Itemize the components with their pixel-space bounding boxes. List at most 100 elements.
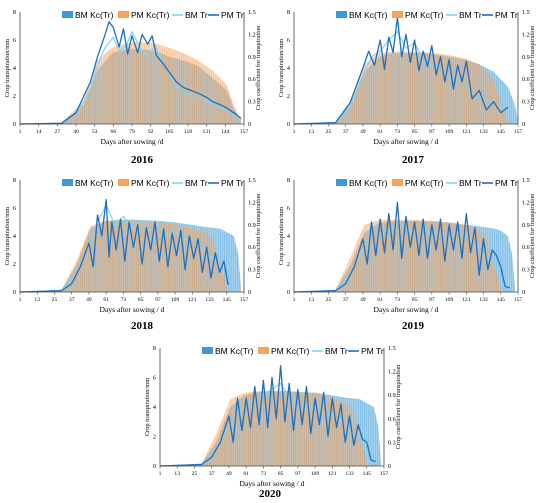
x-tick-label: 145 xyxy=(497,297,506,303)
y2-tick-label: 0.9 xyxy=(522,222,530,229)
y-tick-label: 8 xyxy=(153,345,156,352)
legend-label: PM Kc(Tr) xyxy=(405,10,444,20)
y2-tick-label: 0.6 xyxy=(522,244,530,251)
x-tick-label: 37 xyxy=(343,297,349,303)
x-tick-label: 131 xyxy=(202,129,211,135)
y-tick-label: 0 xyxy=(287,289,290,296)
x-tick-label: 121 xyxy=(188,297,197,303)
x-tick-label: 1 xyxy=(19,129,22,135)
y2-tick-label: 0.6 xyxy=(522,76,530,83)
legend-swatch xyxy=(392,179,403,186)
legend-label: BM Tr xyxy=(459,178,482,188)
y2-tick-label: 1.2 xyxy=(522,31,530,38)
legend-swatch xyxy=(62,11,73,18)
x-tick-label: 118 xyxy=(184,129,192,135)
legend-label: BM Tr xyxy=(185,10,208,20)
x-tick-label: 145 xyxy=(223,297,232,303)
series-line-pm-tr xyxy=(19,198,229,293)
x-tick-label: 73 xyxy=(121,297,127,303)
y2-tick-label: 0.9 xyxy=(522,54,530,61)
x-tick-label: 157 xyxy=(240,129,249,135)
legend-label: BM Kc(Tr) xyxy=(349,10,388,20)
series-hatch-pm-kc-tr- xyxy=(336,51,508,124)
y2-axis-label: Crop coefficient for transpiration xyxy=(529,25,536,110)
x-tick-label: 13 xyxy=(308,297,314,303)
chart-panel-2016: 1 14 27 40 53 66 79 92 105 118 131 144 1570246800.30… xyxy=(4,9,262,166)
legend-label: PM Kc(Tr) xyxy=(131,178,170,188)
legend-label: BM Kc(Tr) xyxy=(349,178,388,188)
y-tick-label: 6 xyxy=(287,205,290,212)
x-tick-label: 40 xyxy=(73,129,79,135)
x-tick-label: 66 xyxy=(111,129,117,135)
x-tick-label: 92 xyxy=(148,129,154,135)
x-axis-label: Days after sowing / d xyxy=(100,305,165,314)
legend-label: PM Kc(Tr) xyxy=(405,178,444,188)
y2-tick-label: 1.5 xyxy=(248,177,256,184)
legend-swatch xyxy=(62,179,73,186)
y-tick-label: 8 xyxy=(13,177,16,184)
y2-tick-label: 0 xyxy=(522,289,525,296)
x-tick-label: 144 xyxy=(221,129,230,135)
legend-label: PM Tr xyxy=(361,346,384,356)
y2-tick-label: 1.2 xyxy=(248,31,256,38)
y-tick-label: 6 xyxy=(13,37,16,44)
x-axis-label: Days after sowing / d xyxy=(240,479,305,488)
y-axis-label: Crop transpiration/mm xyxy=(144,378,151,436)
x-tick-label: 1 xyxy=(19,297,22,303)
x-tick-label: 97 xyxy=(429,297,435,303)
series-line-bm-tr xyxy=(293,221,509,293)
x-tick-label: 157 xyxy=(380,471,389,477)
y2-axis-label: Crop coefficient for transpiration xyxy=(255,193,262,278)
x-axis-label: Days after sowing /d xyxy=(100,137,163,146)
x-tick-label: 25 xyxy=(326,297,332,303)
legend-label: PM Tr xyxy=(495,178,518,188)
legend-label: BM Tr xyxy=(325,346,348,356)
y-tick-label: 8 xyxy=(287,177,290,184)
x-tick-label: 105 xyxy=(165,129,174,135)
legend-label: PM Tr xyxy=(495,10,518,20)
x-tick-label: 13 xyxy=(34,297,40,303)
y-tick-label: 6 xyxy=(153,375,156,382)
y2-tick-label: 1.2 xyxy=(522,199,530,206)
y2-tick-label: 0.9 xyxy=(248,54,256,61)
y-tick-label: 6 xyxy=(13,205,16,212)
y-tick-label: 0 xyxy=(13,289,16,296)
y-axis-label: Crop transpiration/mm xyxy=(4,207,11,265)
x-tick-label: 73 xyxy=(395,297,401,303)
chart-panel-2019: 1 13 25 37 49 61 73 85 97 109 121 133 145 1570246800.… xyxy=(278,177,536,332)
x-tick-label: 1 xyxy=(159,471,162,477)
y-tick-label: 2 xyxy=(287,93,290,100)
legend-label: BM Kc(Tr) xyxy=(75,178,114,188)
chart-title: 2019 xyxy=(402,320,425,332)
legend-label: BM Kc(Tr) xyxy=(75,10,114,20)
y-tick-label: 2 xyxy=(287,261,290,268)
x-tick-label: 25 xyxy=(326,129,332,135)
x-tick-label: 85 xyxy=(138,297,144,303)
x-tick-label: 13 xyxy=(308,129,314,135)
y2-tick-label: 1.5 xyxy=(522,177,530,184)
y-tick-label: 2 xyxy=(153,434,156,441)
x-tick-label: 97 xyxy=(295,471,301,477)
x-tick-label: 145 xyxy=(497,129,506,135)
x-tick-label: 109 xyxy=(171,297,180,303)
x-tick-label: 133 xyxy=(479,129,488,135)
y-axis-label: Crop transpiration/mm xyxy=(278,207,285,265)
x-tick-label: 121 xyxy=(462,129,471,135)
y2-tick-label: 0 xyxy=(248,121,251,128)
legend-label: BM Tr xyxy=(185,178,208,188)
x-tick-label: 37 xyxy=(209,471,215,477)
x-tick-label: 25 xyxy=(52,297,58,303)
chart-panel-2017: 1 13 25 37 49 61 73 85 97 109 121 133 145 1570246800.… xyxy=(278,9,536,166)
y-tick-label: 4 xyxy=(287,65,290,72)
chart-title: 2016 xyxy=(131,154,154,166)
y2-tick-label: 0.9 xyxy=(388,392,396,399)
x-tick-label: 25 xyxy=(192,471,198,477)
x-tick-label: 49 xyxy=(226,471,232,477)
x-tick-label: 133 xyxy=(479,297,488,303)
x-tick-label: 61 xyxy=(377,129,383,135)
x-tick-label: 157 xyxy=(240,297,249,303)
y-tick-label: 2 xyxy=(13,261,16,268)
y2-tick-label: 1.2 xyxy=(388,369,396,376)
x-tick-label: 14 xyxy=(36,129,42,135)
